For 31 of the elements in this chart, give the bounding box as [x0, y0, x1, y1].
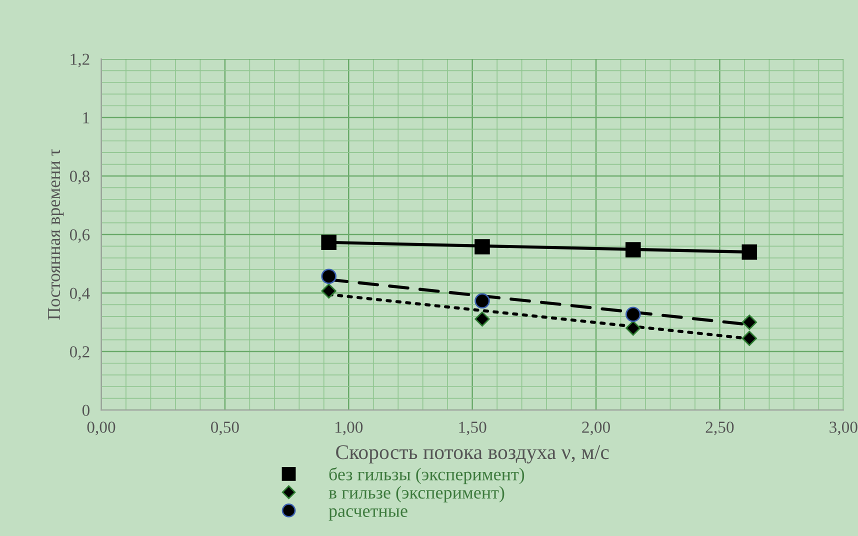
x-tick-label: 2,00 [582, 422, 610, 436]
y-tick-label: 0 [82, 404, 90, 416]
point [742, 314, 757, 330]
x-tick-label: 1,00 [336, 422, 363, 436]
legend-label: без гильзы (эксперимент) [329, 467, 524, 484]
point [321, 283, 336, 299]
legend-label: расчетные [328, 508, 408, 521]
y-tick-label: 0,2 [70, 346, 90, 360]
point [474, 239, 490, 254]
point [625, 242, 641, 258]
x-axis-title: Скорость потока воздуха ν, м/с [336, 445, 609, 464]
y-tick-label: 1 [83, 112, 90, 124]
y-tick-label: 0,8 [70, 170, 90, 184]
point [321, 234, 336, 250]
y-tick-label: 0,4 [70, 288, 90, 302]
point [474, 311, 490, 327]
x-tick-label: 0,00 [87, 422, 116, 436]
y-tick-label: 0,6 [70, 229, 90, 243]
point [742, 330, 757, 346]
point [626, 320, 641, 336]
point [625, 306, 641, 322]
x-tick-label: 1,50 [459, 422, 486, 436]
legend-label: в гильзе (эксперимент) [328, 486, 504, 502]
y-tick-label: 1,2 [70, 54, 90, 68]
x-tick-label: 2,50 [706, 422, 734, 436]
x-tick-label: 3,00 [830, 422, 858, 436]
y-axis-title: Постоянная времени τ [48, 149, 64, 320]
point [742, 244, 758, 260]
point [474, 293, 490, 309]
x-tick-label: 0,50 [210, 422, 239, 436]
point [321, 268, 336, 284]
